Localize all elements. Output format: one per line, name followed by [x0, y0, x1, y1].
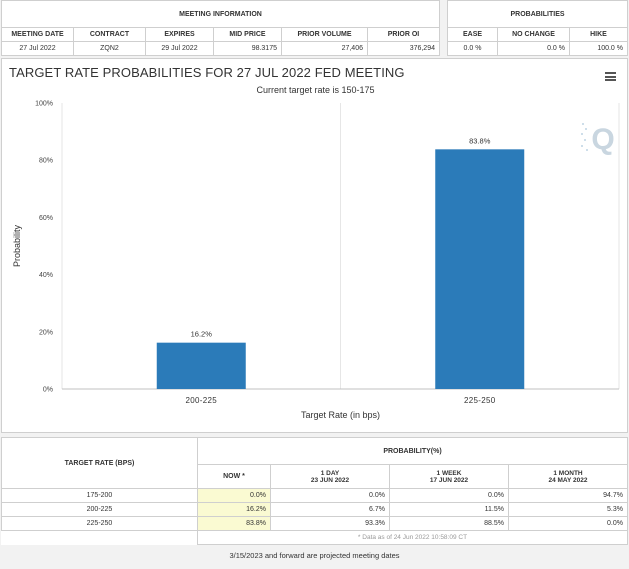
col-no-change: NO CHANGE — [497, 27, 570, 42]
x-category-label: 200-225 — [186, 396, 218, 405]
col-1-month-label: 1 MONTH — [553, 469, 583, 477]
meeting-info-row: 27 Jul 2022 ZQN2 29 Jul 2022 98.3175 27,… — [1, 41, 440, 56]
col-1-day-label: 1 DAY — [320, 469, 340, 477]
now-cell: 83.8% — [197, 516, 271, 531]
table-row: 175-200 0.0% 0.0% 0.0% 94.7% — [1, 488, 628, 503]
q-logo-letter: Q — [591, 123, 614, 156]
col-ease: EASE — [447, 27, 498, 42]
prior-volume-value: 27,406 — [281, 41, 368, 56]
y-tick-label: 60% — [39, 215, 53, 222]
x-category-label: 225-250 — [464, 396, 496, 405]
one-week-cell: 0.0% — [389, 488, 509, 503]
col-1-day-date: 23 JUN 2022 — [310, 476, 350, 484]
col-contract: CONTRACT — [73, 27, 146, 42]
col-prior-volume: PRIOR VOLUME — [281, 27, 368, 42]
one-month-cell: 5.3% — [508, 502, 628, 517]
x-axis-title: Target Rate (in bps) — [301, 410, 380, 420]
contract-value: ZQN2 — [73, 41, 146, 56]
col-1-week-label: 1 WEEK — [436, 469, 462, 477]
meeting-date-value: 27 Jul 2022 — [1, 41, 74, 56]
one-week-cell: 88.5% — [389, 516, 509, 531]
one-month-cell: 94.7% — [508, 488, 628, 503]
chart-title: TARGET RATE PROBABILITIES FOR 27 JUL 202… — [9, 65, 405, 80]
col-prior-oi: PRIOR OI — [367, 27, 440, 42]
col-now: NOW * — [197, 464, 271, 489]
hamburger-menu-icon[interactable] — [605, 72, 616, 81]
y-tick-label: 0% — [43, 387, 53, 394]
rate-cell: 175-200 — [1, 488, 198, 503]
y-tick-label: 80% — [39, 158, 53, 165]
col-now-label: NOW * — [223, 473, 245, 480]
col-hike: HIKE — [569, 27, 628, 42]
rate-cell: 225-250 — [1, 516, 198, 531]
table-row: 200-225 16.2% 6.7% 11.5% 5.3% — [1, 502, 628, 517]
probability-header: PROBABILITY(%) — [197, 437, 628, 465]
expires-value: 29 Jul 2022 — [145, 41, 214, 56]
prior-oi-value: 376,294 — [367, 41, 440, 56]
meeting-information-table: MEETING INFORMATION MEETING DATE CONTRAC… — [1, 0, 440, 56]
probabilities-row: 0.0 % 0.0 % 100.0 % — [447, 41, 628, 56]
chart-panel: 0% 20% 40% 60% 80% 100% 16.2% 200-225 83.8% 225-2… — [1, 58, 628, 433]
bar-value-label: 16.2% — [191, 330, 213, 339]
y-tick-label: 40% — [39, 272, 53, 279]
col-1-month: 1 MONTH 24 MAY 2022 — [508, 464, 628, 489]
col-mid-price: MID PRICE — [213, 27, 282, 42]
top-summary: MEETING INFORMATION MEETING DATE CONTRAC… — [0, 0, 629, 56]
one-day-cell: 6.7% — [270, 502, 390, 517]
hike-value: 100.0 % — [569, 41, 628, 56]
y-tick-label: 100% — [35, 101, 53, 108]
col-1-week-date: 17 JUN 2022 — [429, 476, 469, 484]
bar-value-label: 83.8% — [469, 136, 491, 145]
one-day-cell: 93.3% — [270, 516, 390, 531]
now-cell: 0.0% — [197, 488, 271, 503]
projected-dates-footnote: 3/15/2023 and forward are projected meet… — [229, 551, 400, 560]
one-week-cell: 11.5% — [389, 502, 509, 517]
now-cell: 16.2% — [197, 502, 271, 517]
rate-cell: 200-225 — [1, 502, 198, 517]
data-as-of-note: * Data as of 24 Jun 2022 10:58:09 CT — [197, 530, 628, 545]
probabilities-title: PROBABILITIES — [447, 0, 628, 28]
meeting-information-title: MEETING INFORMATION — [1, 0, 440, 28]
col-meeting-date: MEETING DATE — [1, 27, 74, 42]
col-1-day: 1 DAY 23 JUN 2022 — [270, 464, 390, 489]
bar-200-225 — [156, 342, 246, 389]
y-axis-title: Probability — [12, 224, 22, 267]
no-change-value: 0.0 % — [497, 41, 570, 56]
probability-bar-chart: 0% 20% 40% 60% 80% 100% 16.2% 200-225 83.8% 225-2… — [12, 101, 620, 420]
mid-price-value: 98.3175 — [213, 41, 282, 56]
one-day-cell: 0.0% — [270, 488, 390, 503]
target-rate-header: TARGET RATE (BPS) — [1, 437, 198, 489]
one-month-cell: 0.0% — [508, 516, 628, 531]
bar-225-250 — [435, 149, 525, 389]
col-1-month-date: 24 MAY 2022 — [548, 476, 588, 484]
table-row: 225-250 83.8% 93.3% 88.5% 0.0% — [1, 516, 628, 531]
col-1-week: 1 WEEK 17 JUN 2022 — [389, 464, 509, 489]
target-rate-table: TARGET RATE (BPS) PROBABILITY(%) NOW * 1… — [1, 437, 628, 545]
q-logo-watermark: Q — [581, 123, 615, 156]
probabilities-table: PROBABILITIES EASE NO CHANGE HIKE 0.0 % … — [447, 0, 628, 56]
ease-value: 0.0 % — [447, 41, 498, 56]
y-tick-label: 20% — [39, 329, 53, 336]
chart-subtitle: Current target rate is 150-175 — [256, 85, 375, 95]
col-expires: EXPIRES — [145, 27, 214, 42]
